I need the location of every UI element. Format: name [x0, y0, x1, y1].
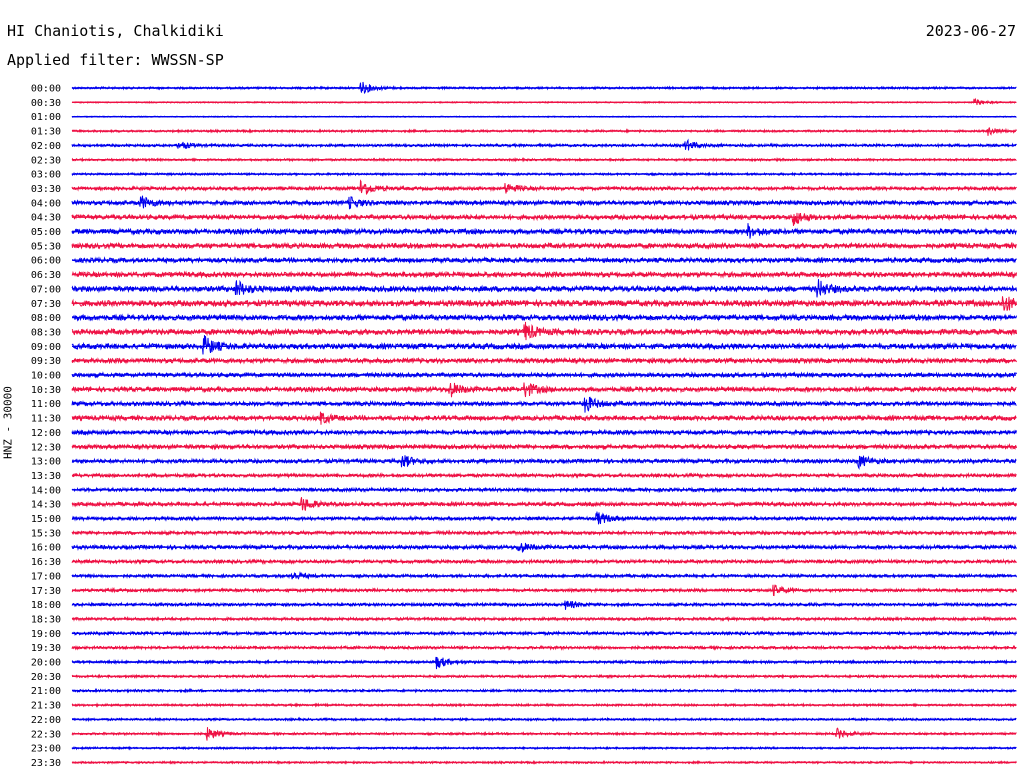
seismic-trace-0530 — [71, 241, 1017, 251]
row-time-label: 06:30 — [31, 270, 61, 281]
seismic-trace-0900 — [71, 335, 1017, 355]
row-time-label: 12:30 — [31, 442, 61, 453]
row-time-label: 14:00 — [31, 485, 61, 496]
row-time-label: 01:30 — [31, 127, 61, 138]
row-time-label: 13:00 — [31, 457, 61, 468]
row-time-label: 15:30 — [31, 528, 61, 539]
filter-label: Applied filter: WWSSN-SP — [7, 51, 224, 69]
row-time-label: 03:00 — [31, 170, 61, 181]
row-time-label: 22:30 — [31, 729, 61, 740]
row-time-label: 03:30 — [31, 184, 61, 195]
row-time-label: 00:30 — [31, 98, 61, 109]
seismic-trace-1130 — [71, 411, 1017, 425]
station-title: HI Chaniotis, Chalkidiki — [7, 22, 224, 40]
record-date: 2023-06-27 — [925, 22, 1016, 40]
row-time-label: 18:30 — [31, 614, 61, 625]
row-time-label: 02:30 — [31, 155, 61, 166]
row-time-label: 07:00 — [31, 284, 61, 295]
row-time-label: 01:00 — [31, 112, 61, 123]
row-time-label: 23:30 — [31, 758, 61, 769]
row-time-label: 10:30 — [31, 385, 61, 396]
row-time-label: 13:30 — [31, 471, 61, 482]
row-time-label: 08:00 — [31, 313, 61, 324]
seismic-trace-2000 — [71, 656, 1017, 670]
row-time-label: 06:00 — [31, 256, 61, 267]
row-time-label: 08:30 — [31, 327, 61, 338]
row-time-label: 04:00 — [31, 198, 61, 209]
row-time-label: 18:00 — [31, 600, 61, 611]
row-time-label: 20:00 — [31, 658, 61, 669]
row-time-label: 21:00 — [31, 686, 61, 697]
row-time-label: 05:00 — [31, 227, 61, 238]
row-time-label: 21:30 — [31, 701, 61, 712]
row-time-label: 07:30 — [31, 299, 61, 310]
row-time-label: 19:00 — [31, 629, 61, 640]
row-time-label: 04:30 — [31, 213, 61, 224]
row-time-label: 19:30 — [31, 643, 61, 654]
row-time-label: 22:00 — [31, 715, 61, 726]
seismic-trace-1100 — [71, 396, 1017, 413]
row-time-label: 17:00 — [31, 571, 61, 582]
seismic-trace-0630 — [71, 270, 1017, 279]
row-time-label: 17:30 — [31, 586, 61, 597]
row-time-label: 05:30 — [31, 241, 61, 252]
row-time-label: 11:30 — [31, 414, 61, 425]
row-time-label: 11:00 — [31, 399, 61, 410]
row-time-label: 23:00 — [31, 744, 61, 755]
seismic-trace-0130 — [71, 127, 1017, 136]
row-time-label: 09:30 — [31, 356, 61, 367]
seismic-trace-1430 — [71, 497, 1017, 511]
seismic-trace-0830 — [71, 321, 1017, 341]
row-time-label: 20:30 — [31, 672, 61, 683]
seismic-trace-0330 — [71, 179, 1017, 195]
row-time-label: 10:00 — [31, 371, 61, 382]
row-time-label: 09:00 — [31, 342, 61, 353]
seismic-trace-0400 — [71, 195, 1017, 210]
row-time-label: 00:00 — [31, 84, 61, 95]
seismic-trace-0430 — [71, 212, 1017, 226]
row-time-label: 02:00 — [31, 141, 61, 152]
row-time-label: 16:30 — [31, 557, 61, 568]
row-time-label: 16:00 — [31, 543, 61, 554]
row-time-label: 15:00 — [31, 514, 61, 525]
row-time-label: 14:30 — [31, 500, 61, 511]
row-time-label: 12:00 — [31, 428, 61, 439]
